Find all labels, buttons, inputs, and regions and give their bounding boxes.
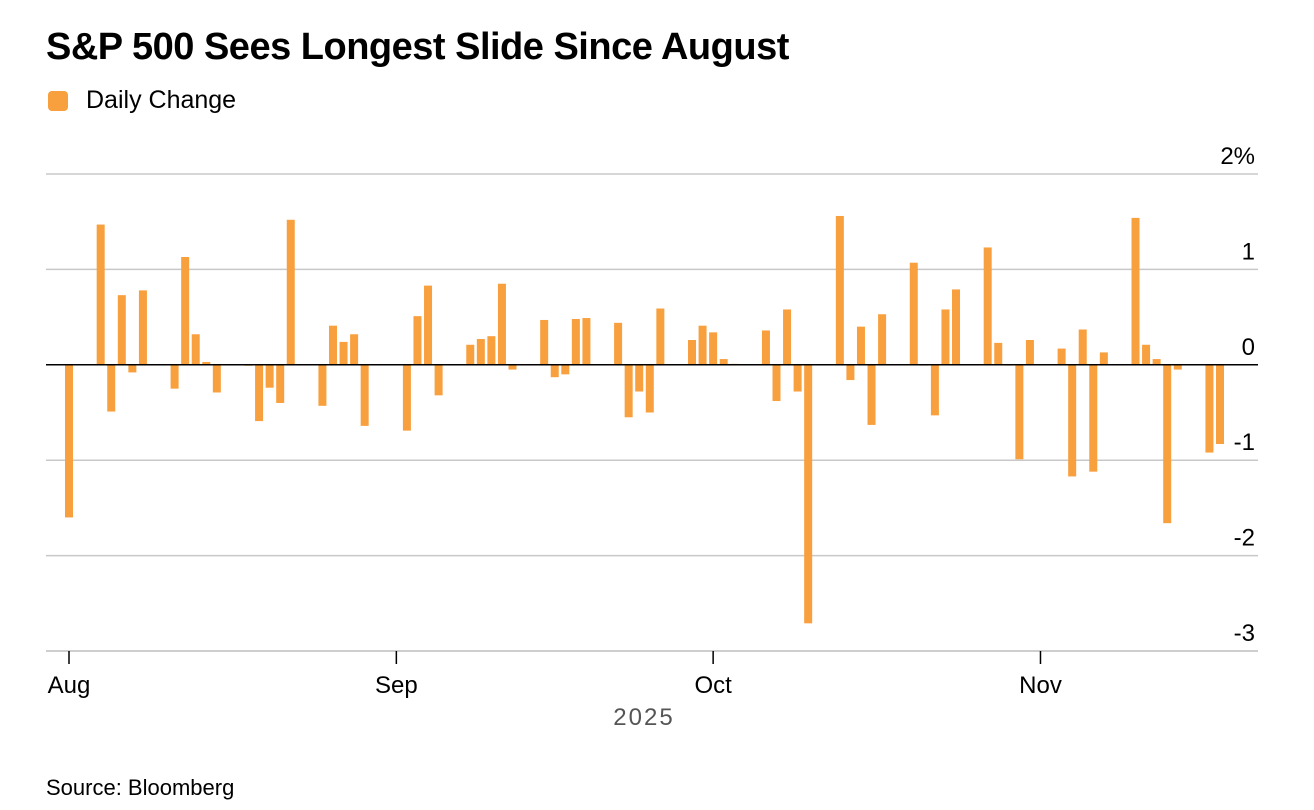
bar [96,224,105,365]
bar [1099,352,1108,365]
bar [1205,364,1214,453]
bar [328,325,337,365]
chart-title: S&P 500 Sees Longest Slide Since August [46,26,789,68]
bar [835,215,844,365]
bar [994,342,1003,365]
x-tick-label: Sep [375,672,418,699]
bar [413,316,422,365]
bar [1152,359,1161,365]
y-tick-label: -2 [1234,525,1255,552]
bar [497,283,506,365]
bar [624,364,633,418]
bar [170,364,179,389]
bar [360,364,369,426]
bar [424,285,433,365]
bar [645,364,654,413]
bar [1068,364,1077,477]
bar [476,339,485,365]
y-tick-label: -3 [1234,620,1255,647]
bar [1078,329,1087,365]
bar [772,364,781,402]
bar [688,340,697,365]
bar [582,318,591,365]
bar [318,364,327,406]
bar [804,364,813,624]
bar [212,364,221,393]
y-tick-label: 1 [1242,238,1255,265]
source-note: Source: Bloomberg [46,775,235,800]
x-tick-label: Nov [1019,672,1062,699]
x-tick-label: Oct [694,672,732,699]
bar [255,364,264,422]
bar [181,257,190,365]
bar [65,364,73,518]
bar [952,289,961,365]
bar [508,364,517,370]
y-tick-label: 2% [1220,143,1255,170]
x-tick-label: Aug [48,672,91,699]
bar [793,364,802,392]
axes: 2% 1 0 -1 -2 -3 Aug Sep Oct Nov 2025 [46,143,1258,731]
legend-swatch [48,90,68,111]
bar [202,361,211,365]
bar [856,326,865,365]
bar [434,364,443,396]
bar [1216,364,1224,444]
bar [1142,344,1151,365]
bar [878,314,887,365]
bar [709,332,718,365]
bars [65,215,1224,624]
bar [138,290,147,365]
bar [1015,364,1024,460]
bar [867,364,876,425]
bar [783,309,792,365]
bar [846,364,855,381]
bar [1089,364,1098,472]
bar [614,322,623,365]
legend-label: Daily Change [86,86,237,114]
x-axis-year-label: 2025 [613,704,674,731]
bar [487,336,496,365]
bar [561,364,570,375]
y-tick-label: 0 [1242,334,1255,361]
bar [1057,348,1066,365]
bar [719,359,728,365]
bar [635,364,644,392]
bar [350,334,359,365]
bar [339,341,348,365]
bar [983,247,992,365]
bar [117,295,126,365]
bar [930,364,939,416]
bar [265,364,274,388]
bar [941,309,950,365]
bar [466,344,475,365]
bar [909,262,918,365]
bar [550,364,559,378]
bar [402,364,411,431]
bar [761,330,770,365]
bar [698,325,707,365]
bar [1163,364,1172,524]
bar [571,319,580,365]
y-tick-label: -1 [1234,429,1255,456]
bar [276,364,285,403]
bar [107,364,116,412]
bar [1131,217,1140,365]
bar [286,219,295,365]
bar [540,319,549,365]
bar [1173,364,1182,370]
bar [1025,340,1034,365]
legend: Daily Change [48,86,236,115]
bar [191,334,200,365]
bar [656,308,665,365]
bar [128,364,137,373]
